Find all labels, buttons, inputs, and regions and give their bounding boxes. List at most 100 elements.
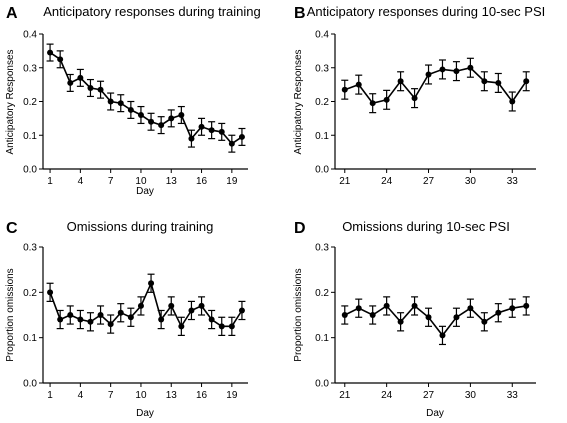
data-point [523, 78, 530, 85]
panel-letter: B [294, 5, 306, 22]
x-tick-label: 10 [135, 176, 147, 187]
data-point [148, 118, 155, 125]
data-point [77, 74, 84, 81]
data-point [208, 316, 215, 323]
data-point [137, 302, 144, 309]
data-point [481, 318, 488, 325]
data-point [158, 122, 165, 129]
panel-letter: C [6, 220, 18, 237]
x-tick-label: 27 [423, 390, 435, 401]
chart-title: Omissions during training [67, 219, 214, 234]
y-tick-label: 0.3 [315, 243, 329, 254]
y-tick-label: 0.0 [315, 379, 329, 390]
x-axis-label: Day [426, 408, 444, 419]
data-point [509, 305, 516, 312]
y-tick-label: 0.0 [23, 379, 37, 390]
data-point [467, 64, 474, 71]
data-point [67, 79, 74, 86]
data-point [208, 127, 215, 134]
y-tick-label: 0.3 [315, 63, 329, 74]
data-point [158, 316, 165, 323]
data-point [127, 106, 134, 113]
x-axis-label: Day [136, 186, 154, 197]
x-tick-label: 1 [47, 176, 53, 187]
y-tick-label: 0.1 [23, 131, 37, 142]
data-point [355, 81, 362, 88]
data-point [481, 78, 488, 85]
data-point [57, 56, 64, 63]
y-tick-label: 0.4 [23, 30, 37, 41]
x-tick-label: 7 [108, 176, 114, 187]
y-tick-label: 0.3 [23, 63, 37, 74]
y-tick-label: 0.2 [23, 97, 37, 108]
data-point [341, 312, 348, 318]
data-point [453, 314, 460, 321]
data-point [453, 68, 460, 75]
data-point [228, 140, 235, 147]
data-point [97, 86, 104, 93]
data-point [238, 133, 245, 140]
data-point [238, 307, 245, 314]
data-point [107, 321, 114, 328]
data-point [425, 314, 432, 321]
y-tick-label: 0.0 [315, 165, 329, 176]
x-tick-label: 7 [108, 390, 114, 401]
x-tick-label: 13 [166, 176, 178, 187]
data-point [47, 49, 54, 56]
data-point [509, 98, 516, 105]
y-axis-label: Proportion omissions [5, 268, 16, 361]
plot-area: 0.0 0.1 0.2 0.3 21 24 27 30 33 [315, 243, 536, 401]
data-point [369, 100, 376, 107]
data-point [117, 309, 124, 316]
plot-area: 0.0 0.1 0.2 0.3 1 4 7 10 13 16 19 [23, 243, 248, 401]
y-tick-label: 0.0 [23, 165, 37, 176]
x-tick-label: 27 [423, 176, 435, 187]
x-tick-label: 30 [465, 176, 477, 187]
data-point [168, 302, 175, 309]
data-point [188, 135, 195, 142]
data-point [411, 95, 418, 102]
data-point [411, 302, 418, 309]
x-tick-label: 4 [78, 176, 84, 187]
panel-letter: D [294, 220, 306, 237]
data-point [97, 312, 104, 318]
data-point [137, 112, 144, 118]
data-point [77, 316, 84, 323]
plot-area: 0.0 0.1 0.2 0.3 0.4 21 24 27 30 33 [315, 30, 536, 187]
x-axis-label: Day [136, 408, 154, 419]
data-point [107, 98, 114, 105]
x-tick-label: 1 [47, 390, 53, 401]
panel-b: B Anticipatory responses during 10-sec P… [293, 4, 545, 187]
x-tick-label: 19 [226, 176, 238, 187]
data-point [523, 302, 530, 309]
panel-a: A Anticipatory responses during training… [5, 4, 261, 197]
y-tick-label: 0.3 [23, 243, 37, 254]
panel-d: D Omissions during 10-sec PSI Proportion… [293, 219, 536, 419]
data-point [495, 79, 502, 86]
x-tick-label: 24 [381, 176, 393, 187]
data-point [397, 318, 404, 325]
chart-title: Omissions during 10-sec PSI [342, 219, 510, 234]
data-point [383, 96, 390, 103]
data-point [168, 115, 175, 122]
data-point [439, 332, 446, 339]
data-point [57, 316, 64, 323]
y-tick-label: 0.1 [315, 333, 329, 344]
y-tick-label: 0.1 [23, 333, 37, 344]
plot-area: 0.0 0.1 0.2 0.3 0.4 1 4 7 10 13 16 19 [23, 30, 248, 187]
data-point [355, 305, 362, 312]
y-axis-label: Proportion omissions [293, 268, 304, 361]
data-point [425, 71, 432, 78]
data-point [198, 302, 205, 309]
x-tick-label: 21 [339, 390, 351, 401]
data-point [383, 302, 390, 309]
x-tick-label: 10 [135, 390, 147, 401]
data-point [495, 309, 502, 316]
y-tick-label: 0.2 [23, 288, 37, 299]
data-point [397, 78, 404, 85]
y-tick-label: 0.2 [315, 288, 329, 299]
panel-letter: A [6, 5, 18, 22]
data-point [198, 123, 205, 130]
data-point [127, 314, 134, 321]
